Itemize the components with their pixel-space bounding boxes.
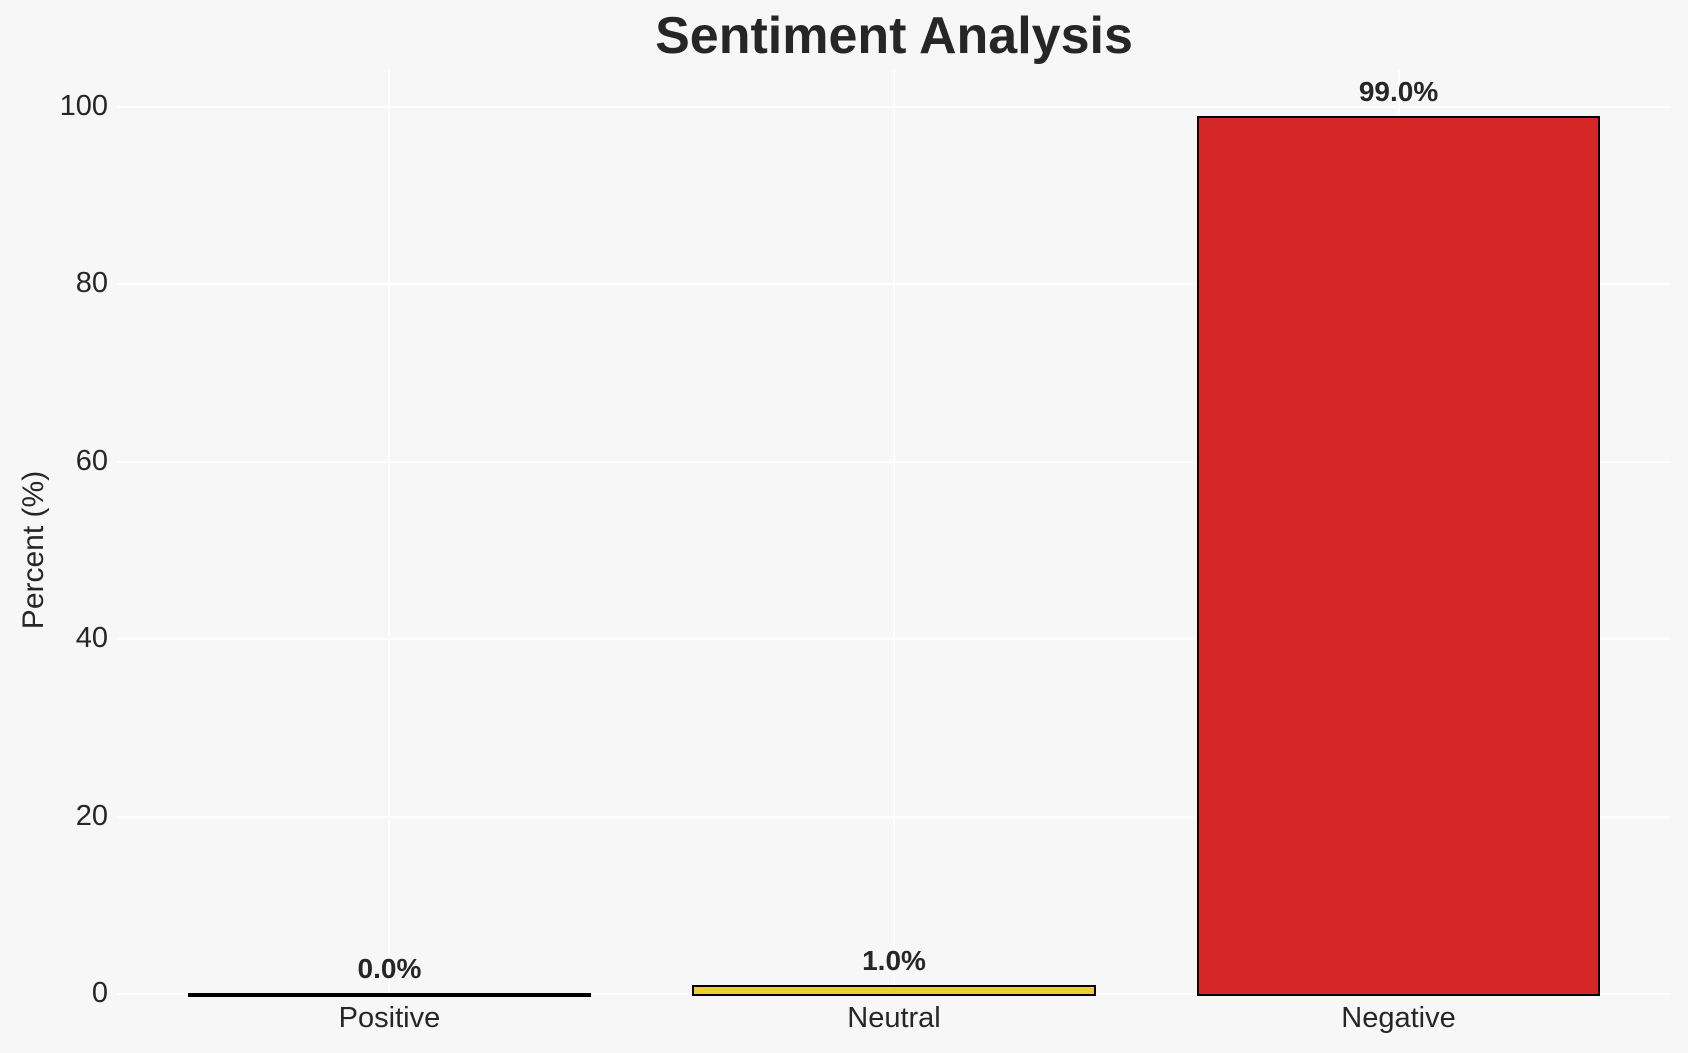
value-label-negative: 99.0% [1358,75,1439,107]
value-label-positive: 0.0% [357,953,422,984]
gridline-x-positive [388,70,391,996]
y-tick-80: 80 [75,267,108,300]
gridline-x-neutral [893,70,895,996]
y-tick-40: 40 [75,622,108,655]
bar-positive [187,993,592,997]
x-tick-negative: Negative [1341,1002,1456,1034]
y-tick-60: 60 [75,444,108,477]
y-tick-0: 0 [91,977,108,1009]
x-tick-neutral: Neutral [847,1002,941,1034]
x-tick-positive: Positive [338,1002,441,1034]
value-label-neutral: 1.0% [862,945,926,977]
bar-neutral [692,985,1096,996]
y-axis-label: Percent (%) [17,470,50,630]
chart-title: Sentiment Analysis [655,7,1133,65]
y-tick-20: 20 [75,799,108,832]
y-tick-100: 100 [59,90,108,122]
bar-negative [1196,115,1601,996]
